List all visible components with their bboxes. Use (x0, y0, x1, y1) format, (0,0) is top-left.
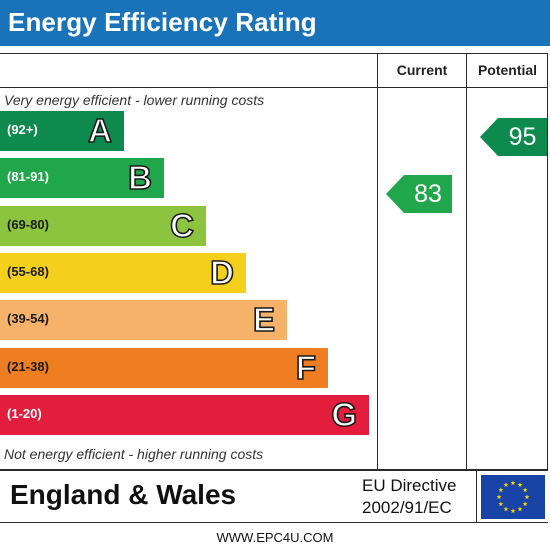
eu-star-icon (496, 494, 502, 500)
band-range-label: (21-38) (7, 358, 49, 374)
eu-star-icon (510, 480, 516, 486)
website-label: WWW.EPC4U.COM (216, 530, 334, 545)
band-letter-label: C (169, 206, 194, 245)
current-rating-marker: 83 (386, 175, 452, 214)
eu-star-icon (522, 487, 528, 493)
band-g: (1-20) G (0, 394, 369, 435)
band-letter-label: F (295, 348, 317, 387)
current-column-header: Current (396, 62, 448, 78)
eu-star-icon (524, 494, 530, 500)
eu-star-icon (510, 508, 516, 514)
band-letter-label: E (252, 300, 276, 339)
band-letter-label: G (331, 395, 358, 434)
band-range-label: (1-20) (7, 405, 42, 421)
band-letter-label: B (127, 158, 152, 197)
band-range-label: (39-54) (7, 311, 49, 327)
eu-star-icon (503, 482, 509, 487)
eu-flag-icon (481, 475, 545, 519)
band-f: (21-38) F (0, 347, 328, 388)
potential-rating-value: 95 (508, 123, 537, 151)
band-letter-label: D (209, 253, 234, 292)
footer-divider (476, 470, 477, 522)
chart-title: Energy Efficiency Rating (8, 7, 317, 37)
arrow-icon (386, 175, 452, 214)
eu-directive-label: EU Directive (362, 476, 457, 495)
band-a: (92+) A (0, 111, 124, 151)
eu-star-icon (498, 487, 504, 493)
eu-star-icon (522, 501, 528, 507)
eu-star-icon (503, 506, 509, 512)
header-bar: Energy Efficiency Rating (0, 0, 550, 46)
column-divider-potential (466, 53, 467, 470)
potential-rating-marker: 95 (480, 118, 547, 156)
bottom-caption-divider (0, 470, 548, 471)
eu-star-icon (517, 482, 523, 487)
eu-directive-number: 2002/91/EC (362, 498, 452, 517)
band-range-label: (81-91) (7, 169, 49, 185)
column-divider-current (377, 53, 378, 470)
current-rating-value: 83 (414, 180, 442, 209)
arrow-icon (480, 118, 547, 156)
band-letter-label: A (87, 111, 112, 150)
band-c: (69-80) C (0, 205, 206, 246)
band-b: (81-91) B (0, 158, 164, 199)
band-e: (39-54) E (0, 300, 287, 341)
eu-star-icon (498, 501, 504, 507)
potential-column-header: Potential (477, 62, 538, 78)
footer-bottom-line (0, 522, 548, 523)
top-caption: Very energy efficient - lower running co… (4, 92, 265, 108)
band-range-label: (92+) (7, 122, 38, 137)
region-label: England & Wales (10, 479, 237, 510)
column-header-divider (0, 87, 548, 88)
band-d: (55-68) D (0, 252, 246, 293)
eu-star-icon (517, 506, 523, 512)
band-range-label: (55-68) (7, 263, 49, 279)
bottom-caption: Not energy efficient - higher running co… (4, 446, 264, 462)
band-range-label: (69-80) (7, 216, 49, 232)
rating-frame (0, 53, 548, 470)
